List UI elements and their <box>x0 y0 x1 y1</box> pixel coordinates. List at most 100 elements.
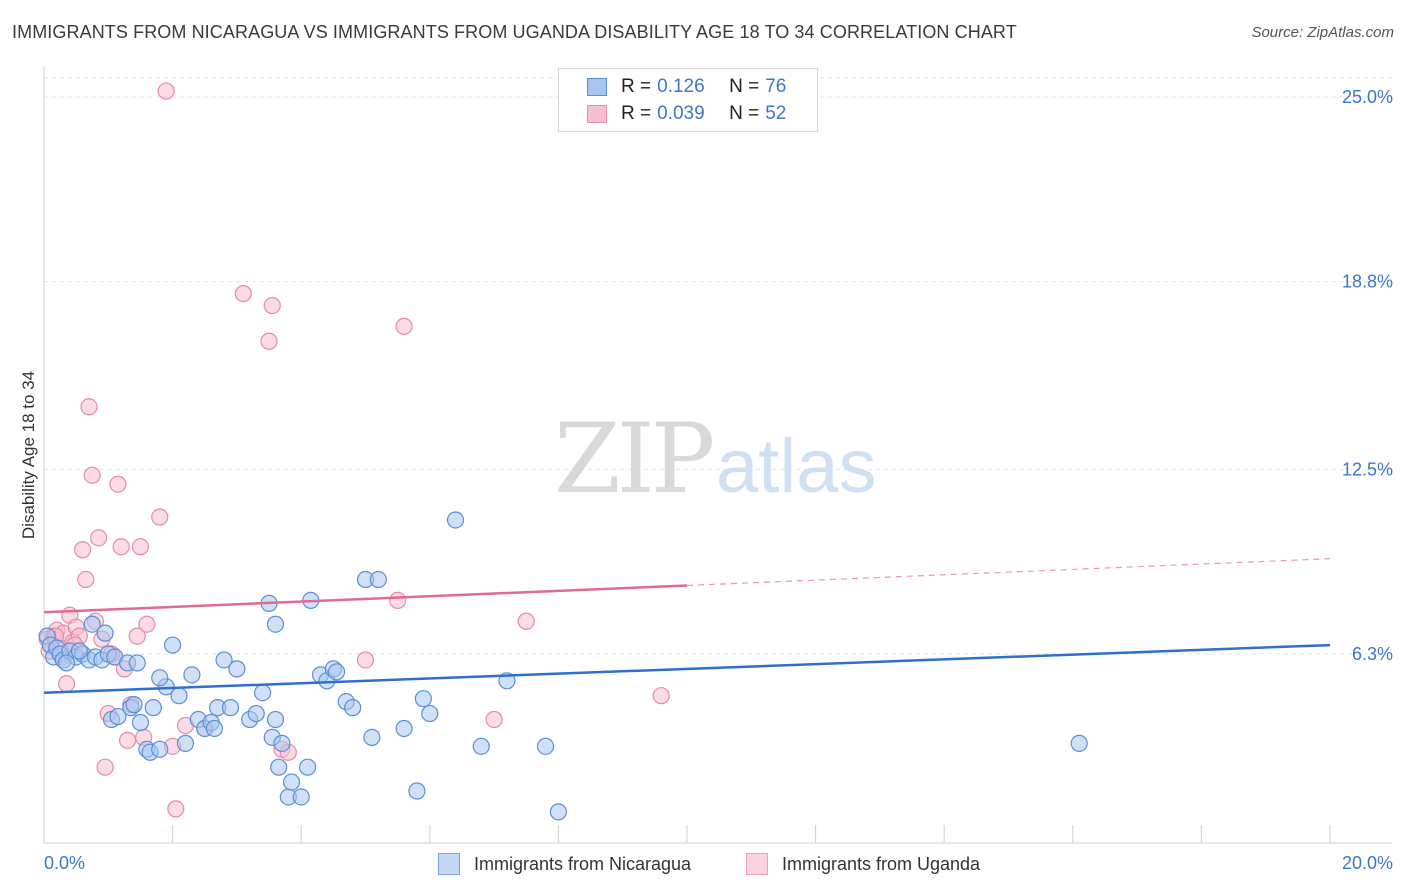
bottom-legend-nicaragua: Immigrants from Nicaragua <box>438 852 691 876</box>
bottom-legend-label-uganda: Immigrants from Uganda <box>782 853 981 874</box>
bottom-legend-swatch-uganda <box>746 853 768 875</box>
data-point-uganda <box>57 675 76 693</box>
data-point-nicaragua <box>472 737 490 755</box>
watermark-zip: ZIP <box>554 403 713 515</box>
data-point-nicaragua <box>299 758 317 776</box>
data-point-nicaragua <box>176 734 195 752</box>
legend-swatch-nicaragua <box>587 78 607 96</box>
trend-lines <box>43 558 1331 694</box>
data-point-nicaragua <box>327 663 346 681</box>
legend-swatch-uganda <box>587 105 607 123</box>
data-point-uganda <box>517 612 535 630</box>
y-tick-label: 18.8% <box>1342 272 1393 292</box>
data-point-uganda <box>395 317 413 335</box>
bottom-legend-label-nicaragua: Immigrants from Nicaragua <box>474 853 692 874</box>
data-point-nicaragua <box>536 737 555 755</box>
data-point-uganda <box>73 541 92 559</box>
data-point-nicaragua <box>151 740 169 758</box>
trend-line-uganda <box>43 584 688 614</box>
data-point-nicaragua <box>273 734 291 752</box>
chart-title: IMMIGRANTS FROM NICARAGUA VS IMMIGRANTS … <box>12 22 1017 42</box>
legend-n-value: 52 <box>765 103 787 124</box>
legend-n-value: 76 <box>765 76 787 97</box>
watermark-atlas: atlas <box>716 424 877 509</box>
legend-n-label: N = <box>729 76 760 97</box>
data-point-nicaragua <box>414 690 432 708</box>
data-point-nicaragua <box>131 713 150 732</box>
trend-line-nicaragua <box>43 643 1331 694</box>
data-point-uganda <box>652 687 670 705</box>
data-point-nicaragua <box>421 704 439 723</box>
data-point-uganda <box>263 296 281 315</box>
data-point-nicaragua <box>57 654 76 672</box>
bottom-legend-uganda: Immigrants from Uganda <box>746 852 980 876</box>
data-point-nicaragua <box>144 699 162 717</box>
data-point-nicaragua <box>164 636 182 654</box>
grid-lines <box>44 77 1392 655</box>
data-point-nicaragua <box>266 615 285 633</box>
legend: R = 0.126 N = 76 R = 0.039 N = 52 <box>558 68 818 132</box>
data-point-nicaragua <box>151 669 169 687</box>
source-label: Source: ZipAtlas.com <box>1251 24 1394 41</box>
data-point-uganda <box>131 538 150 556</box>
data-point-uganda <box>389 591 407 609</box>
data-point-nicaragua <box>96 624 114 642</box>
data-point-nicaragua <box>270 758 288 776</box>
data-point-uganda <box>83 466 101 484</box>
data-point-nicaragua <box>395 719 413 738</box>
y-tick-label: 25.0% <box>1342 87 1393 107</box>
data-point-uganda <box>109 475 127 493</box>
y-tick-label: 6.3% <box>1352 644 1393 664</box>
data-point-nicaragua <box>128 654 146 672</box>
data-point-uganda <box>80 398 98 416</box>
legend-r-label: R = <box>621 103 652 124</box>
data-point-nicaragua <box>70 642 88 660</box>
trend-line-uganda-extension <box>686 558 1331 587</box>
data-point-nicaragua <box>215 651 233 669</box>
data-point-nicaragua <box>446 511 465 529</box>
data-point-uganda <box>138 615 156 633</box>
tick-labels: 6.3% 12.5% 18.8% 25.0% 0.0% 20.0% <box>44 87 1393 873</box>
data-point-uganda <box>112 538 130 556</box>
data-point-nicaragua <box>369 570 387 589</box>
legend-r-label: R = <box>621 76 652 97</box>
data-point-uganda <box>356 651 375 669</box>
series-nicaragua-points <box>38 511 1088 821</box>
data-point-nicaragua <box>549 803 568 821</box>
data-point-uganda <box>485 710 503 729</box>
legend-row-nicaragua: R = 0.126 N = 76 <box>559 74 786 100</box>
data-point-uganda <box>118 731 137 749</box>
data-point-nicaragua <box>183 666 201 684</box>
data-point-nicaragua <box>228 660 246 678</box>
x-tick-label-min: 0.0% <box>44 853 85 873</box>
y-axis-label: Disability Age 18 to 34 <box>19 371 38 539</box>
data-point-nicaragua <box>170 687 188 705</box>
legend-r-value: 0.039 <box>657 103 705 124</box>
data-point-nicaragua <box>363 728 381 747</box>
data-point-nicaragua <box>266 710 285 729</box>
data-point-nicaragua <box>83 615 101 633</box>
legend-row-uganda: R = 0.039 N = 52 <box>559 101 786 127</box>
data-point-uganda <box>90 529 108 547</box>
y-tick-label: 12.5% <box>1342 459 1393 479</box>
legend-r-value: 0.126 <box>657 76 705 97</box>
data-point-uganda <box>96 758 114 776</box>
data-point-nicaragua <box>221 699 240 717</box>
data-point-uganda <box>260 332 278 350</box>
data-point-nicaragua <box>247 704 265 723</box>
data-point-uganda <box>77 570 95 589</box>
data-point-nicaragua <box>125 696 143 714</box>
data-point-nicaragua <box>408 782 426 800</box>
data-point-uganda <box>167 800 185 818</box>
data-point-nicaragua <box>344 699 362 717</box>
data-point-uganda <box>234 284 252 303</box>
data-point-nicaragua <box>254 684 272 702</box>
data-point-nicaragua <box>1070 734 1088 752</box>
watermark: ZIP atlas <box>554 403 877 515</box>
legend-n-label: N = <box>729 103 760 124</box>
data-point-uganda <box>157 82 175 100</box>
x-tick-label-max: 20.0% <box>1342 853 1393 873</box>
data-point-nicaragua <box>282 773 301 791</box>
data-point-nicaragua <box>109 707 127 726</box>
